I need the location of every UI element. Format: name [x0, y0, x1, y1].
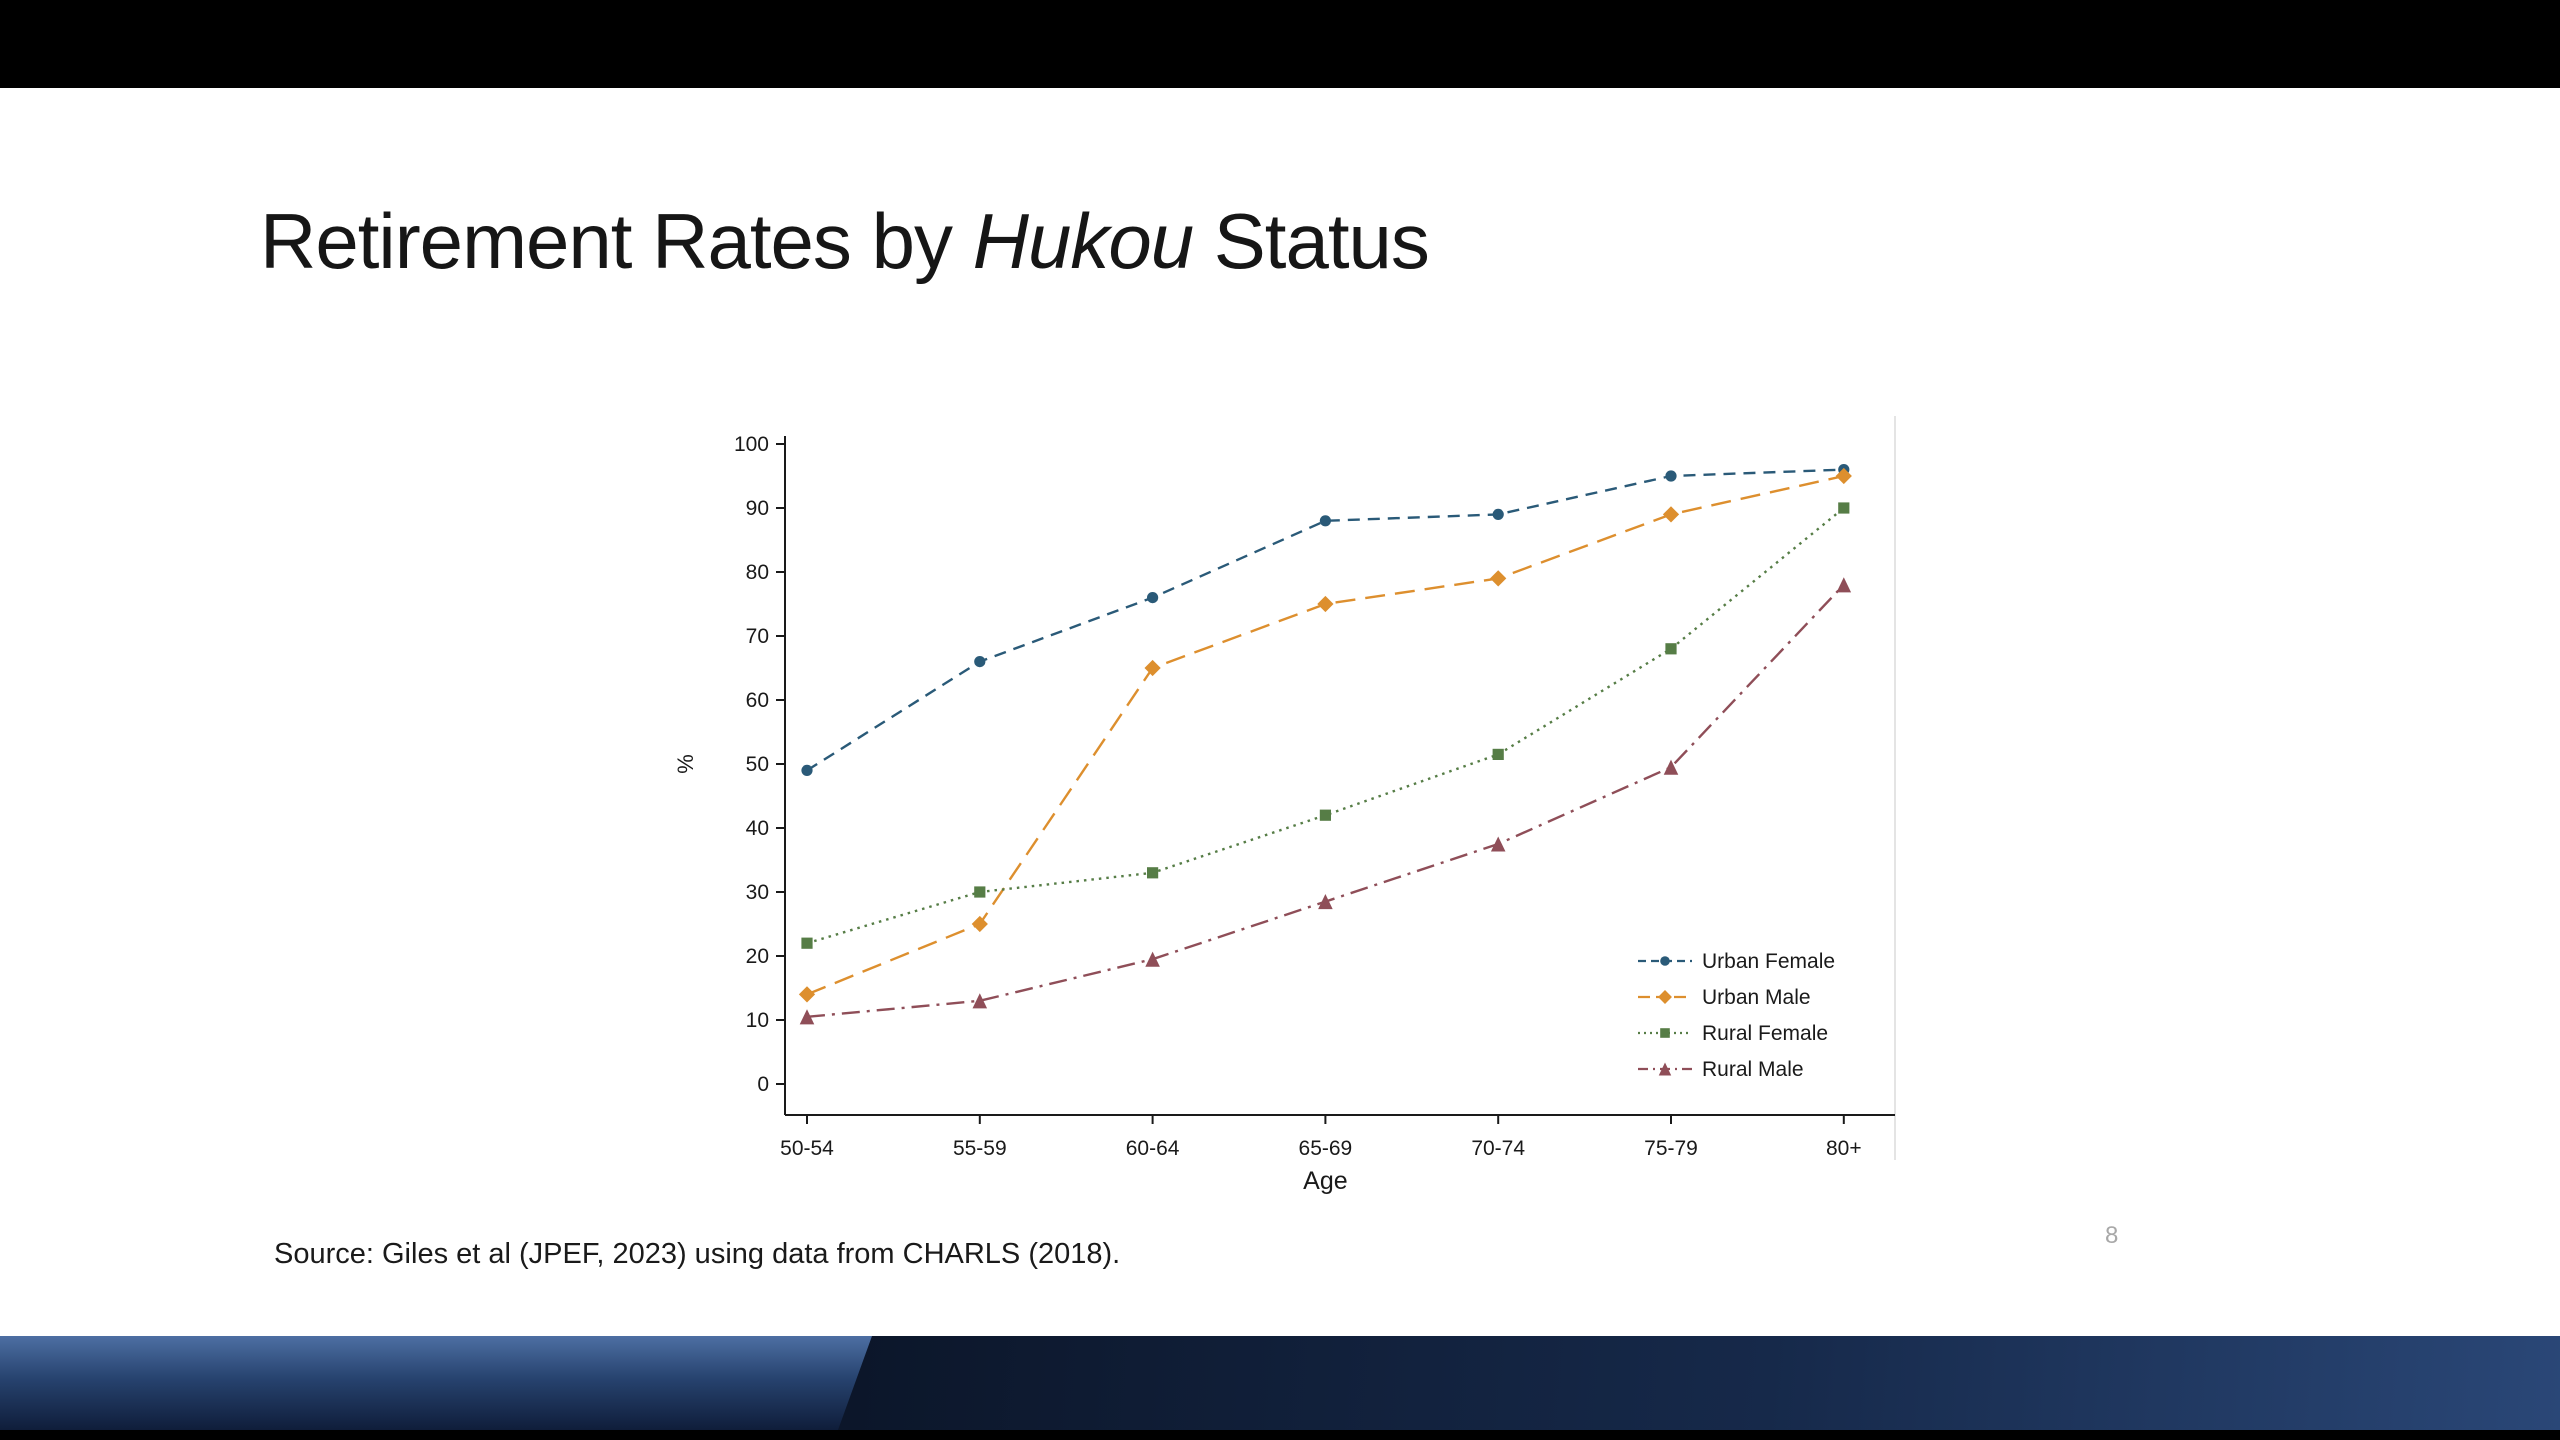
marker-triangle: [972, 993, 988, 1009]
y-tick-label: 10: [746, 1009, 769, 1032]
x-tick-label: 65-69: [1299, 1137, 1353, 1160]
series-line: [806, 468, 1844, 772]
line-chart-canvas: 0 10 20 30 40 50 60 70 80 90 100 50-54 55-59 60-64 65-…: [673, 416, 1896, 1195]
y-tick-label: 20: [746, 945, 769, 968]
y-tick-label: 90: [746, 497, 769, 520]
marker-diamond: [1662, 506, 1680, 523]
x-tick-label: 80+: [1826, 1137, 1862, 1160]
y-tick-label: 30: [746, 881, 769, 904]
marker-circle: [1660, 956, 1670, 966]
axes: 0 10 20 30 40 50 60 70 80 90 100 50-54 55-59 60-64 65-…: [673, 433, 1895, 1195]
marker-triangle: [799, 1009, 815, 1025]
y-tick-label: 0: [757, 1073, 769, 1096]
legend: Urban Female Urban Male Rural Female Rural …: [1638, 950, 1835, 1081]
legend-item-urban-female: Urban Female: [1638, 950, 1835, 973]
y-tick-label: 70: [746, 625, 769, 648]
marker-diamond: [971, 915, 988, 933]
marker-square: [1838, 502, 1850, 514]
marker-circle: [801, 764, 813, 776]
y-tick-label: 80: [746, 561, 769, 584]
series-urban-female: [801, 464, 1850, 776]
legend-item-rural-male: Rural Male: [1638, 1058, 1804, 1081]
marker-diamond: [798, 986, 816, 1003]
marker-diamond: [1490, 570, 1507, 587]
marker-square: [1492, 748, 1504, 760]
retirement-rates-chart: 0 10 20 30 40 50 60 70 80 90 100 50-54 55-59 60-64 65-…: [665, 400, 1925, 1210]
x-tick-label: 70-74: [1471, 1137, 1525, 1160]
legend-label: Rural Male: [1702, 1058, 1804, 1081]
marker-square: [1665, 643, 1677, 655]
y-tick-label: 100: [734, 433, 769, 456]
x-tick-label: 75-79: [1644, 1137, 1698, 1160]
bottom-band-right: [800, 1336, 2560, 1430]
y-tick-label: 60: [746, 689, 769, 712]
page-number: 8: [2105, 1222, 2119, 1249]
title-text-2: Status: [1193, 197, 1430, 285]
marker-triangle: [1658, 1062, 1672, 1076]
title-text-italic: Hukou: [972, 197, 1194, 285]
y-axis-title: %: [673, 754, 698, 774]
marker-square: [974, 886, 986, 898]
marker-triangle: [1490, 836, 1506, 852]
y-tick-label: 40: [746, 817, 769, 840]
x-tick-label: 55-59: [953, 1137, 1007, 1160]
x-axis-title: Age: [1303, 1167, 1347, 1195]
marker-diamond: [1658, 990, 1672, 1004]
legend-label: Urban Female: [1702, 950, 1835, 973]
marker-circle: [1492, 508, 1504, 520]
marker-diamond: [1317, 595, 1334, 613]
legend-label: Rural Female: [1702, 1022, 1828, 1045]
marker-circle: [1147, 592, 1159, 604]
legend-item-rural-female: Rural Female: [1638, 1022, 1828, 1045]
marker-triangle: [1318, 894, 1333, 910]
marker-circle: [974, 656, 986, 668]
marker-square: [801, 937, 813, 949]
bottom-band-left: [0, 1336, 872, 1430]
marker-circle: [1665, 470, 1677, 482]
series-line: [806, 507, 1845, 945]
marker-triangle: [1663, 759, 1679, 775]
series-line: [806, 583, 1845, 1018]
x-tick-label: 50-54: [780, 1137, 834, 1160]
bottom-decoration: [0, 1336, 2560, 1440]
marker-square: [1147, 867, 1159, 879]
title-text-1: Retirement Rates by: [260, 197, 973, 285]
x-tick-label: 60-64: [1126, 1137, 1180, 1160]
top-letterbox-bar: [0, 0, 2560, 88]
marker-diamond: [1835, 467, 1852, 485]
slide-title: Retirement Rates by Hukou Status: [260, 196, 1430, 287]
marker-circle: [1319, 515, 1331, 527]
marker-square: [1660, 1028, 1670, 1038]
legend-label: Urban Male: [1702, 986, 1811, 1009]
marker-triangle: [1145, 951, 1160, 967]
series-rural-female: [801, 502, 1850, 949]
y-tick-label: 50: [746, 753, 769, 776]
marker-triangle: [1836, 577, 1852, 593]
source-citation: Source: Giles et al (JPEF, 2023) using d…: [274, 1238, 1121, 1270]
series-urban-male: [798, 467, 1852, 1003]
marker-diamond: [1144, 659, 1161, 677]
legend-item-urban-male: Urban Male: [1638, 986, 1811, 1009]
marker-square: [1319, 809, 1331, 821]
series-line: [806, 474, 1845, 996]
series-rural-male: [799, 577, 1852, 1025]
